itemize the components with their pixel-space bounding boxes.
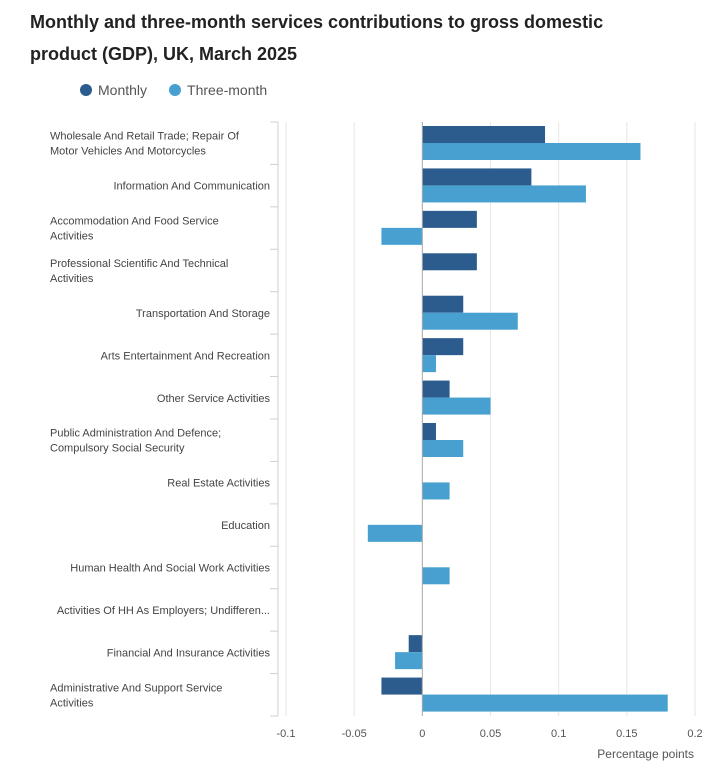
category-label: Human Health And Social Work Activities — [70, 563, 270, 575]
bar-monthly-2 — [422, 210, 477, 228]
bar-three-month-1 — [422, 185, 586, 203]
bar-monthly-1 — [422, 168, 532, 186]
bar-monthly-0 — [422, 126, 546, 143]
category-label-line: Activities — [50, 697, 94, 709]
bar-three-month-7 — [422, 440, 464, 457]
x-tick-label: 0.05 — [480, 728, 501, 740]
x-tick-label: -0.1 — [277, 728, 296, 740]
category-label: Wholesale And Retail Trade; Repair Of Mot… — [50, 131, 240, 158]
legend-item-three-month[interactable]: Three-month — [169, 82, 267, 98]
category-label: Education — [221, 520, 270, 532]
bar-three-month-10 — [422, 567, 450, 585]
x-tick-label: 0.2 — [687, 728, 702, 740]
category-label-line: Public Administration And Defence; — [50, 428, 221, 440]
category-label-line: Wholesale And Retail Trade; Repair Of — [50, 131, 240, 143]
category-label-line: Education — [221, 520, 270, 532]
bar-three-month-12 — [395, 652, 423, 670]
legend-label-monthly: Monthly — [98, 82, 148, 98]
category-label: Financial And Insurance Activities — [107, 647, 271, 659]
legend-swatch-monthly — [80, 84, 92, 96]
bar-three-month-9 — [367, 524, 423, 542]
category-label-line: Motor Vehicles And Motorcycles — [50, 146, 206, 158]
bar-three-month-6 — [422, 397, 491, 415]
x-tick-label: -0.05 — [342, 728, 367, 740]
category-label: Transportation And Storage — [136, 308, 270, 320]
category-label-line: Financial And Insurance Activities — [107, 647, 271, 659]
category-label-line: Activities — [50, 273, 94, 285]
category-label-line: Activities Of HH As Employers; Undiffere… — [57, 605, 270, 617]
legend-swatch-three-month — [169, 84, 182, 96]
bar-monthly-13 — [381, 677, 423, 695]
bar-monthly-4 — [422, 295, 464, 313]
category-label: Accommodation And Food Service Activities — [50, 216, 219, 243]
category-label: Information And Communication — [113, 181, 270, 193]
category-label-line: Arts Entertainment And Recreation — [101, 350, 270, 362]
category-label-line: Information And Communication — [113, 181, 270, 193]
category-label-line: Other Service Activities — [157, 393, 271, 405]
category-label-line: Activities — [50, 231, 94, 243]
legend-item-monthly[interactable]: Monthly — [80, 82, 147, 98]
category-label-line: Professional Scientific And Technical — [50, 258, 228, 270]
category-label: Arts Entertainment And Recreation — [101, 350, 270, 362]
category-label: Other Service Activities — [157, 393, 271, 405]
bar-three-month-13 — [422, 694, 668, 712]
category-label: Activities Of HH As Employers; Undiffere… — [57, 605, 270, 617]
category-label-line: Compulsory Social Security — [50, 443, 185, 455]
bar-monthly-3 — [422, 253, 477, 271]
bar-three-month-4 — [422, 312, 518, 330]
bar-monthly-12 — [408, 635, 423, 653]
category-label-line: Transportation And Storage — [136, 308, 270, 320]
bar-three-month-2 — [381, 227, 423, 245]
category-label: Real Estate Activities — [167, 478, 270, 490]
category-label: Public Administration And Defence; Compul… — [50, 428, 221, 455]
bar-three-month-5 — [422, 355, 436, 373]
x-axis-title: Percentage points — [597, 747, 694, 761]
bar-monthly-7 — [422, 423, 436, 440]
bar-three-month-0 — [422, 143, 641, 160]
legend: Monthly Three-month — [80, 80, 289, 100]
x-tick-label: 0.1 — [551, 728, 566, 740]
category-label-line: Accommodation And Food Service — [50, 216, 219, 228]
bar-monthly-5 — [422, 338, 464, 356]
x-tick-label: 0.15 — [616, 728, 637, 740]
category-label: Administrative And Support Service Activi… — [50, 682, 222, 709]
category-label: Professional Scientific And Technical Act… — [50, 258, 228, 285]
category-label-line: Administrative And Support Service — [50, 682, 222, 694]
bar-monthly-6 — [422, 380, 450, 398]
chart-title: Monthly and three-month services contrib… — [30, 12, 604, 64]
category-label-line: Real Estate Activities — [167, 478, 270, 490]
legend-label-three-month: Three-month — [187, 82, 268, 98]
x-tick-label: 0 — [419, 728, 425, 740]
category-label-line: Human Health And Social Work Activities — [70, 563, 270, 575]
bar-three-month-8 — [422, 482, 450, 500]
